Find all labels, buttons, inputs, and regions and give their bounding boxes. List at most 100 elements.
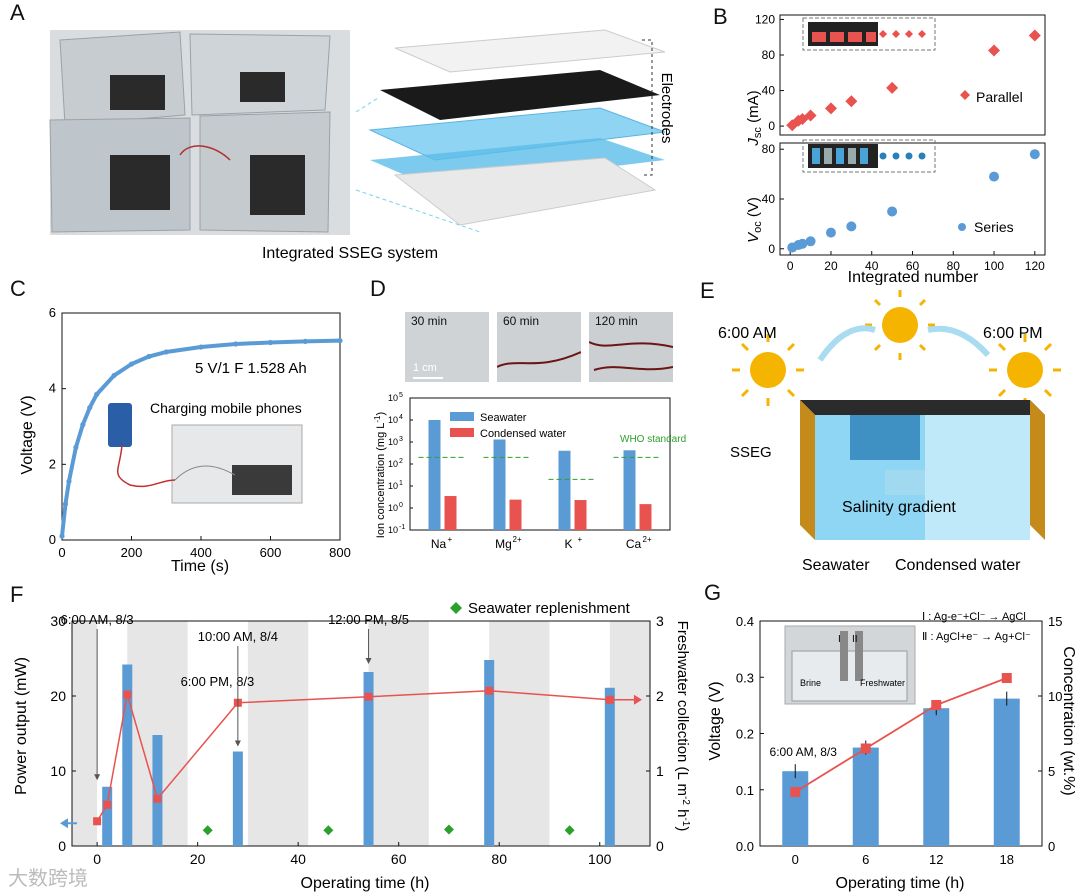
g-ytick-right-label: 10 [1048, 689, 1062, 704]
g-inset-ii: II [852, 634, 858, 645]
series-inset-dot [892, 152, 900, 160]
d-bar-condensed [509, 499, 522, 530]
f-replenishment-point [202, 825, 213, 836]
f-xtick-label: 100 [588, 851, 612, 867]
d-photo-label-60: 60 min [503, 314, 540, 328]
f-power-bar [232, 751, 243, 846]
f-ytick-left-label: 10 [50, 763, 66, 779]
parallel-inset-dots [879, 30, 926, 38]
evening-label: 6:00 PM [983, 325, 1043, 342]
d-photo-30min: 30 min 1 cm [405, 312, 489, 382]
parallel-point [1028, 29, 1041, 42]
series-inset-dots [879, 152, 926, 160]
d-ytick-sup: 2 [399, 458, 403, 465]
f-freshwater-point [605, 695, 614, 704]
panel-e-figure: 6:00 AM 6:00 PM SSEG Salinity gradient S… [718, 290, 1061, 574]
b-xtick-label: 80 [947, 259, 961, 273]
f-power-bar [152, 735, 163, 846]
c-voltage-point [146, 353, 152, 360]
d-ytick-sup: 4 [399, 414, 403, 421]
parallel-point [988, 44, 1001, 57]
c-voltage-point [59, 533, 65, 539]
panel-letter-e: E [700, 278, 715, 303]
parallel-point [796, 113, 809, 125]
g-reaction-2: Ⅱ : AgCl+e⁻ → Ag+Cl⁻ [922, 631, 1031, 643]
f-ytick-right-label: 3 [656, 613, 664, 629]
c-xlabel: Time (s) [171, 558, 229, 575]
morning-label: 6:00 AM [718, 325, 777, 342]
c-ylabel: Voltage (V) [19, 395, 36, 474]
c-xtick-label: 400 [190, 545, 212, 560]
f-xtick-label: 0 [93, 851, 101, 867]
parallel-inset-box [802, 17, 936, 51]
g-ylabel-left: Voltage (V) [707, 681, 724, 760]
g-ytick-right-label: 0 [1048, 839, 1055, 854]
c-voltage-point [198, 344, 204, 350]
legend-parallel-marker [960, 90, 970, 100]
f-day-band [609, 621, 650, 846]
device-box [800, 400, 1045, 540]
condensed-label: Condensed water [895, 557, 1021, 574]
g-inset-i: I [838, 634, 841, 645]
d-bar-condensed [639, 504, 652, 530]
f-ytick-left-label: 30 [50, 613, 66, 629]
g-inset-photo: Brine Freshwater I II [784, 625, 916, 705]
f-annotation-arrowhead [94, 774, 101, 781]
f-frame [71, 620, 651, 847]
parallel-inset [808, 22, 878, 46]
f-freshwater-point [364, 692, 373, 701]
b-bottom-ytick-label: 80 [762, 142, 776, 156]
b-top-ytick-label: 80 [762, 48, 776, 62]
d-ytick-label: 10 [388, 393, 398, 403]
g-voltage-bar [923, 708, 950, 846]
b-top-ylabel: Jsc (mA) [745, 90, 764, 146]
g-voltage-bar [852, 747, 879, 846]
panel-letter-d: D [370, 276, 386, 301]
parallel-point [824, 102, 837, 115]
g-voltage-bar [993, 698, 1020, 846]
sseg-label: SSEG [730, 444, 772, 461]
d-ytick-label: 10 [388, 481, 398, 491]
g-ytick-left-label: 0.4 [736, 614, 754, 629]
g-ytick-left-label: 0.1 [736, 783, 754, 798]
d-bar-condensed [574, 500, 587, 530]
d-photo-120min: 120 min [589, 312, 673, 382]
legend-condensed: Condensed water [480, 428, 567, 440]
c-xtick-label: 0 [58, 545, 65, 560]
g-concentration-point [790, 787, 801, 797]
b-xtick-label: 0 [787, 259, 794, 273]
parallel-point [786, 119, 799, 132]
d-ytick-label: 10 [388, 525, 398, 535]
f-xtick-label: 20 [190, 851, 206, 867]
seawater-label: Seawater [802, 557, 870, 574]
f-day-band [368, 621, 429, 846]
b-xlabel: Integrated number [848, 269, 979, 285]
b-top-ytick-label: 120 [755, 12, 775, 26]
sun-evening-icon [989, 334, 1061, 406]
d-photo-strip: 30 min 1 cm 60 min 120 min [405, 312, 673, 382]
d-bar-seawater [493, 439, 506, 530]
series-inset-dot [905, 152, 913, 160]
g-ytick-left-label: 0.2 [736, 727, 754, 742]
parallel-inset-dot [918, 30, 926, 38]
d-category-sup: 2+ [643, 535, 652, 544]
d-ytick-sup: 0 [399, 502, 403, 509]
g-ytick-left-label: 0.0 [736, 839, 754, 854]
g-reaction-1: Ⅰ : Ag-e⁻+Cl⁻ → AgCl [922, 611, 1026, 623]
d-category-sup: 2+ [513, 535, 522, 544]
panel-letter-c: C [10, 276, 26, 301]
zoom-line-top [355, 97, 379, 113]
panel-letter-f: F [10, 582, 24, 607]
b-top-ytick-label: 40 [762, 84, 776, 98]
g-voltage-bar [782, 771, 809, 846]
f-replenishment-point [323, 825, 334, 836]
g-xlabel: Operating time (h) [836, 875, 965, 892]
f-ylabel-left: Power output (mW) [13, 657, 30, 795]
g-concentration-point [860, 743, 871, 754]
c-voltage-point [73, 444, 79, 450]
f-annotation: 12:00 PM, 8/5 [328, 612, 409, 627]
c-voltage-point [87, 404, 93, 411]
parallel-point [845, 95, 858, 108]
c-voltage-point [267, 339, 274, 346]
d-ytick-label: 10 [388, 459, 398, 469]
